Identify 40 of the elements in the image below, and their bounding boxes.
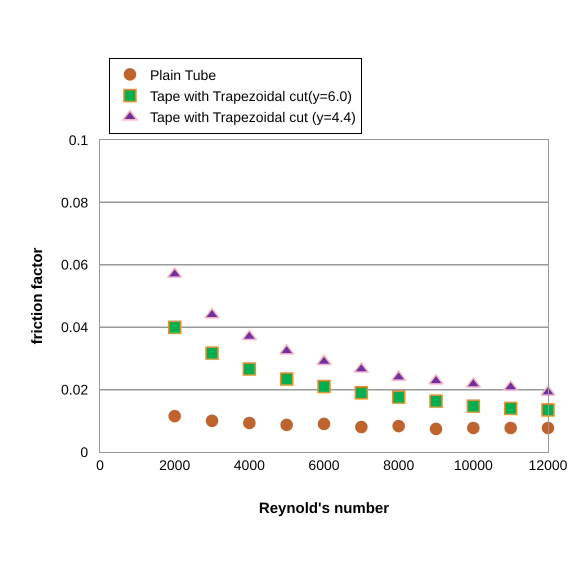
x-tick-label: 12000 <box>528 456 568 473</box>
point <box>280 372 294 386</box>
x-tick-label: 2000 <box>159 456 190 473</box>
point <box>541 403 555 417</box>
point <box>168 320 182 334</box>
legend-label: Tape with Trapezoidal cut(y=6.0) <box>150 88 352 104</box>
x-axis-title: Reynold's number <box>258 500 390 517</box>
y-tick-label: 0 <box>80 444 88 460</box>
point <box>205 346 219 360</box>
point <box>354 386 368 400</box>
x-tick-label: 8000 <box>383 456 414 473</box>
legend-label: Tape with Trapezoidal cut (y=4.4) <box>150 109 356 126</box>
point <box>243 416 256 430</box>
point <box>429 394 443 408</box>
point <box>430 422 442 436</box>
point <box>504 422 517 434</box>
point <box>168 410 181 422</box>
point <box>504 402 518 416</box>
point <box>280 418 293 432</box>
x-tick-label: 0 <box>96 456 104 473</box>
point <box>206 414 218 428</box>
y-tick-label: 0.06 <box>60 256 88 273</box>
point <box>355 420 368 434</box>
y-axis-title: friction factor <box>29 248 46 344</box>
x-tick-label: 10000 <box>454 456 494 473</box>
point <box>318 418 330 430</box>
x-tick-label: 6000 <box>308 456 340 473</box>
point <box>392 420 405 432</box>
point <box>242 362 256 376</box>
point <box>466 399 480 413</box>
point <box>467 422 480 434</box>
y-tick-label: 0.1 <box>68 132 88 148</box>
point <box>317 380 331 394</box>
legend-label: Plain Tube <box>150 66 216 83</box>
point <box>542 422 554 434</box>
y-tick-label: 0.08 <box>60 194 88 210</box>
y-tick-label: 0.04 <box>60 319 88 336</box>
point <box>392 390 406 404</box>
x-tick-label: 4000 <box>234 456 266 473</box>
y-tick-label: 0.02 <box>60 382 88 398</box>
